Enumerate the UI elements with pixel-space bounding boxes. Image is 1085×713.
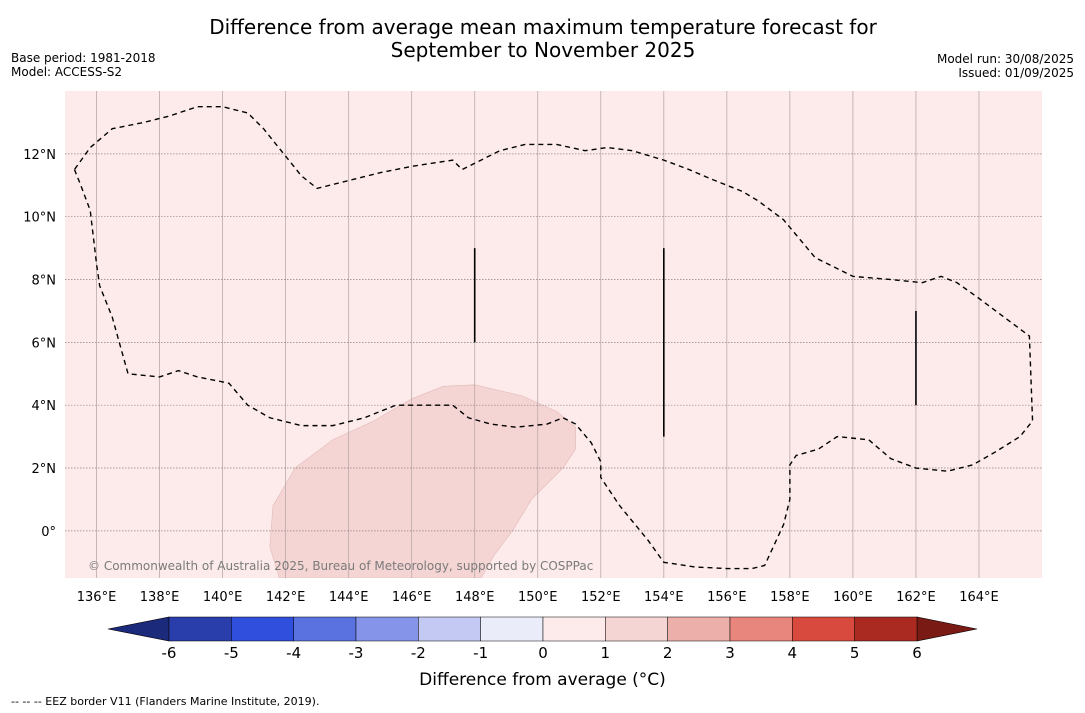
colorbar-tick-label: -6 xyxy=(162,644,177,662)
lat-tick-label: 12°N xyxy=(23,148,56,163)
colorbar-bin xyxy=(355,616,419,642)
lon-tick-label: 160°E xyxy=(833,590,873,605)
lon-tick-label: 158°E xyxy=(770,590,810,605)
lon-tick-label: 144°E xyxy=(329,590,369,605)
lat-tick-label: 2°N xyxy=(32,462,57,477)
colorbar-tick-label: 0 xyxy=(538,644,548,662)
lat-tick-label: 10°N xyxy=(23,211,56,226)
chart-title-line1: Difference from average mean maximum tem… xyxy=(209,15,877,39)
lon-tick-label: 148°E xyxy=(455,590,495,605)
chart-title-line2: September to November 2025 xyxy=(390,38,696,62)
eez-border-footnote: -- -- -- EEZ border V11 (Flanders Marine… xyxy=(11,695,320,708)
colorbar-bin xyxy=(293,616,357,642)
lat-tick-label: 8°N xyxy=(32,274,57,289)
lon-tick-label: 156°E xyxy=(707,590,747,605)
colorbar-tick-label: -3 xyxy=(349,644,364,662)
lon-tick-label: 152°E xyxy=(581,590,621,605)
colorbar-bin xyxy=(542,616,606,642)
issued-label: Issued: 01/09/2025 xyxy=(958,66,1074,80)
lon-tick-label: 136°E xyxy=(77,590,117,605)
colorbar-tick-label: -1 xyxy=(473,644,488,662)
colorbar-bin xyxy=(168,616,232,642)
colorbar-bin xyxy=(418,616,481,642)
lat-tick-label: 0° xyxy=(41,525,56,540)
colorbar-bin xyxy=(605,616,668,642)
model-label: Model: ACCESS-S2 xyxy=(11,65,123,79)
colorbar-bin xyxy=(667,616,731,642)
colorbar-bin xyxy=(854,616,918,642)
lon-tick-label: 140°E xyxy=(203,590,243,605)
colorbar-tick-label: -5 xyxy=(224,644,239,662)
colorbar-bin xyxy=(480,616,544,642)
lon-tick-label: 146°E xyxy=(392,590,432,605)
copyright-notice: © Commonwealth of Australia 2025, Bureau… xyxy=(88,559,593,573)
colorbar-bin xyxy=(792,616,855,642)
colorbar-tick-label: 1 xyxy=(601,644,611,662)
lon-tick-label: 164°E xyxy=(959,590,999,605)
map-background xyxy=(65,91,1042,578)
colorbar-title: Difference from average (°C) xyxy=(419,670,666,690)
eez-border xyxy=(73,106,1034,570)
base-period-label: Base period: 1981-2018 xyxy=(11,51,156,65)
colorbar-tick-label: -4 xyxy=(286,644,301,662)
colorbar-tick-label: 2 xyxy=(663,644,673,662)
colorbar-tick-label: 4 xyxy=(788,644,798,662)
lat-tick-label: 4°N xyxy=(32,399,57,414)
lon-tick-label: 162°E xyxy=(896,590,936,605)
colorbar-tick-label: 6 xyxy=(912,644,922,662)
colorbar-bin xyxy=(729,616,793,642)
colorbar-tick-label: 5 xyxy=(850,644,860,662)
colorbar-over-arrow xyxy=(916,616,978,642)
colorbar-tick-label: 3 xyxy=(725,644,735,662)
lon-tick-label: 138°E xyxy=(140,590,180,605)
lat-tick-label: 6°N xyxy=(32,336,57,351)
model-run-label: Model run: 30/08/2025 xyxy=(936,52,1074,66)
colorbar-under-arrow xyxy=(107,616,170,642)
lon-tick-label: 154°E xyxy=(644,590,684,605)
lon-tick-label: 150°E xyxy=(518,590,558,605)
colorbar-bin xyxy=(231,616,294,642)
colorbar-tick-label: -2 xyxy=(411,644,426,662)
lon-tick-label: 142°E xyxy=(266,590,306,605)
